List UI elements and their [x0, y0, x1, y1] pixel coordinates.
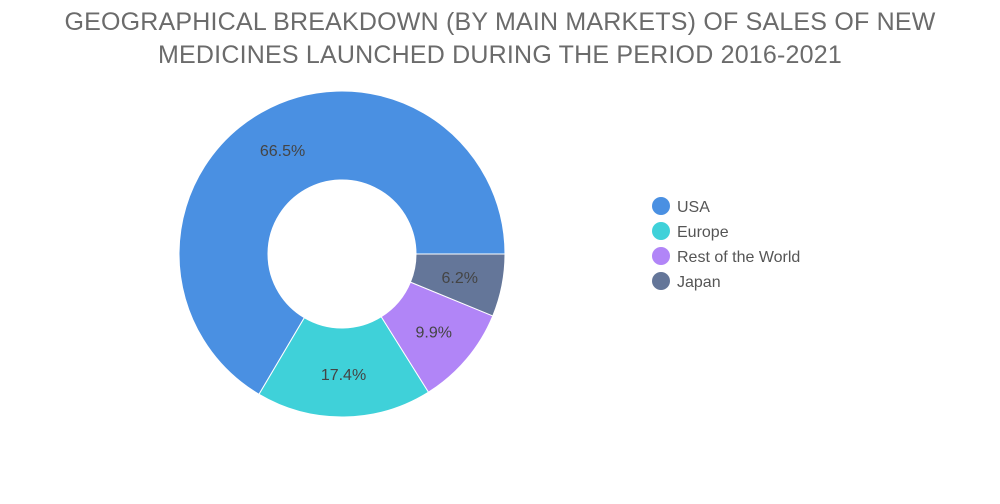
legend-label-europe[interactable]: Europe — [677, 224, 729, 241]
chart-title: GEOGRAPHICAL BREAKDOWN (BY MAIN MARKETS)… — [0, 6, 1000, 72]
legend-swatch-usa[interactable] — [652, 197, 670, 215]
chart-title-line-1: GEOGRAPHICAL BREAKDOWN (BY MAIN MARKETS)… — [64, 8, 936, 36]
slice-labels: 66.5% 17.4% 9.9% 6.2% — [260, 143, 478, 384]
donut-slices — [178, 90, 506, 418]
slice-label-japan: 6.2% — [441, 270, 477, 287]
legend: USA Europe Rest of the World Japan — [652, 197, 800, 291]
slice-japan[interactable] — [409, 253, 506, 317]
legend-swatch-rest-of-the-world[interactable] — [652, 247, 670, 265]
legend-label-rest-of-the-world[interactable]: Rest of the World — [677, 249, 800, 266]
legend-swatch-europe[interactable] — [652, 222, 670, 240]
slice-europe[interactable] — [258, 316, 430, 418]
chart-title-line-2: MEDICINES LAUNCHED DURING THE PERIOD 201… — [158, 41, 842, 69]
slice-label-rest-of-the-world: 9.9% — [416, 324, 452, 341]
legend-swatch-japan[interactable] — [652, 272, 670, 290]
slice-label-europe: 17.4% — [321, 367, 366, 384]
slice-usa[interactable] — [178, 90, 506, 395]
legend-label-japan[interactable]: Japan — [677, 274, 721, 291]
legend-label-usa[interactable]: USA — [677, 199, 710, 216]
slice-label-usa: 66.5% — [260, 143, 305, 160]
